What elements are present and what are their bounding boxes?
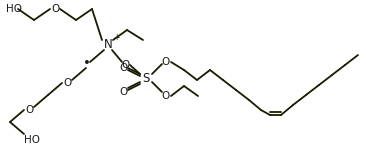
Text: O: O: [63, 78, 71, 88]
Text: O: O: [121, 60, 129, 70]
Text: •: •: [83, 58, 91, 71]
Text: O: O: [162, 91, 170, 101]
Text: HO: HO: [24, 135, 40, 145]
Text: O: O: [51, 4, 59, 14]
Text: O: O: [120, 87, 128, 97]
Text: S: S: [142, 71, 150, 84]
Text: O: O: [25, 105, 33, 115]
Text: N: N: [104, 37, 112, 50]
Text: O: O: [120, 63, 128, 73]
Text: O: O: [162, 57, 170, 67]
Text: +: +: [113, 34, 119, 43]
Text: HO: HO: [6, 4, 22, 14]
